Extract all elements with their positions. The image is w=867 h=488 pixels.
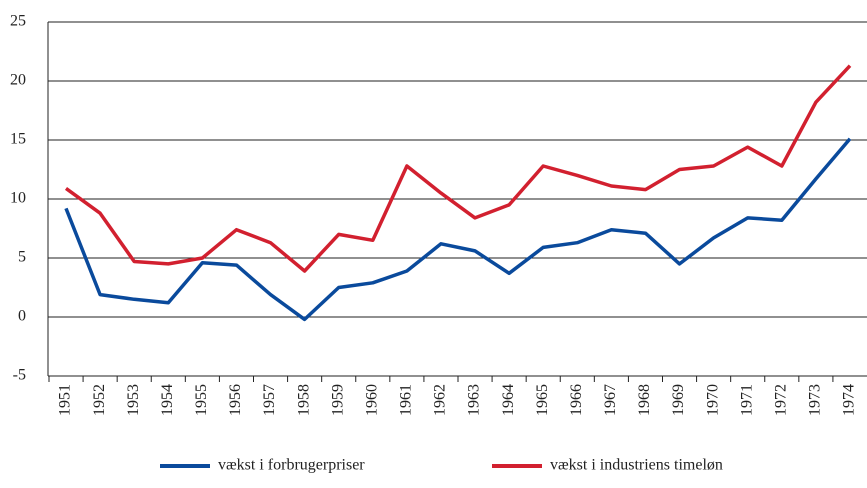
x-tick-label: 1958 [295,384,312,416]
data-line [64,137,852,322]
y-tick-label: 5 [18,249,26,266]
x-tick-label: 1955 [193,384,210,416]
x-tick-label: 1964 [500,384,517,416]
x-tick-label: 1961 [398,384,415,416]
x-tick-label: 1956 [227,384,244,416]
x-tick-label: 1970 [704,384,721,416]
y-tick-label: -5 [13,367,26,384]
data-line [64,64,852,273]
y-tick-label: 15 [10,131,26,148]
y-tick-label: 10 [10,190,26,207]
x-tick-label: 1960 [363,384,380,416]
x-tick-label: 1951 [57,384,74,416]
x-tick-label: 1974 [841,384,858,416]
x-tick-label: 1969 [670,384,687,416]
x-tick-label: 1971 [738,384,755,416]
x-tick-label: 1973 [807,384,824,416]
x-tick-label: 1963 [466,384,483,416]
x-tick-label: 1966 [568,384,585,416]
x-tick-label: 1967 [602,384,619,416]
x-tick-label: 1954 [159,384,176,416]
x-tick-label: 1968 [636,384,653,416]
legend-label: vækst i industriens timeløn [550,457,723,474]
x-tick-label: 1952 [91,384,108,416]
x-tick-label: 1957 [261,384,278,416]
y-tick-label: 0 [18,308,26,325]
x-tick-label: 1972 [772,384,789,416]
x-tick-label: 1959 [329,384,346,416]
y-tick-label: 25 [10,13,26,30]
x-tick-label: 1962 [432,384,449,416]
legend-label: vækst i forbrugerpriser [218,457,365,474]
x-tick-label: 1965 [534,384,551,416]
y-tick-label: 20 [10,72,26,89]
x-tick-label: 1953 [125,384,142,416]
